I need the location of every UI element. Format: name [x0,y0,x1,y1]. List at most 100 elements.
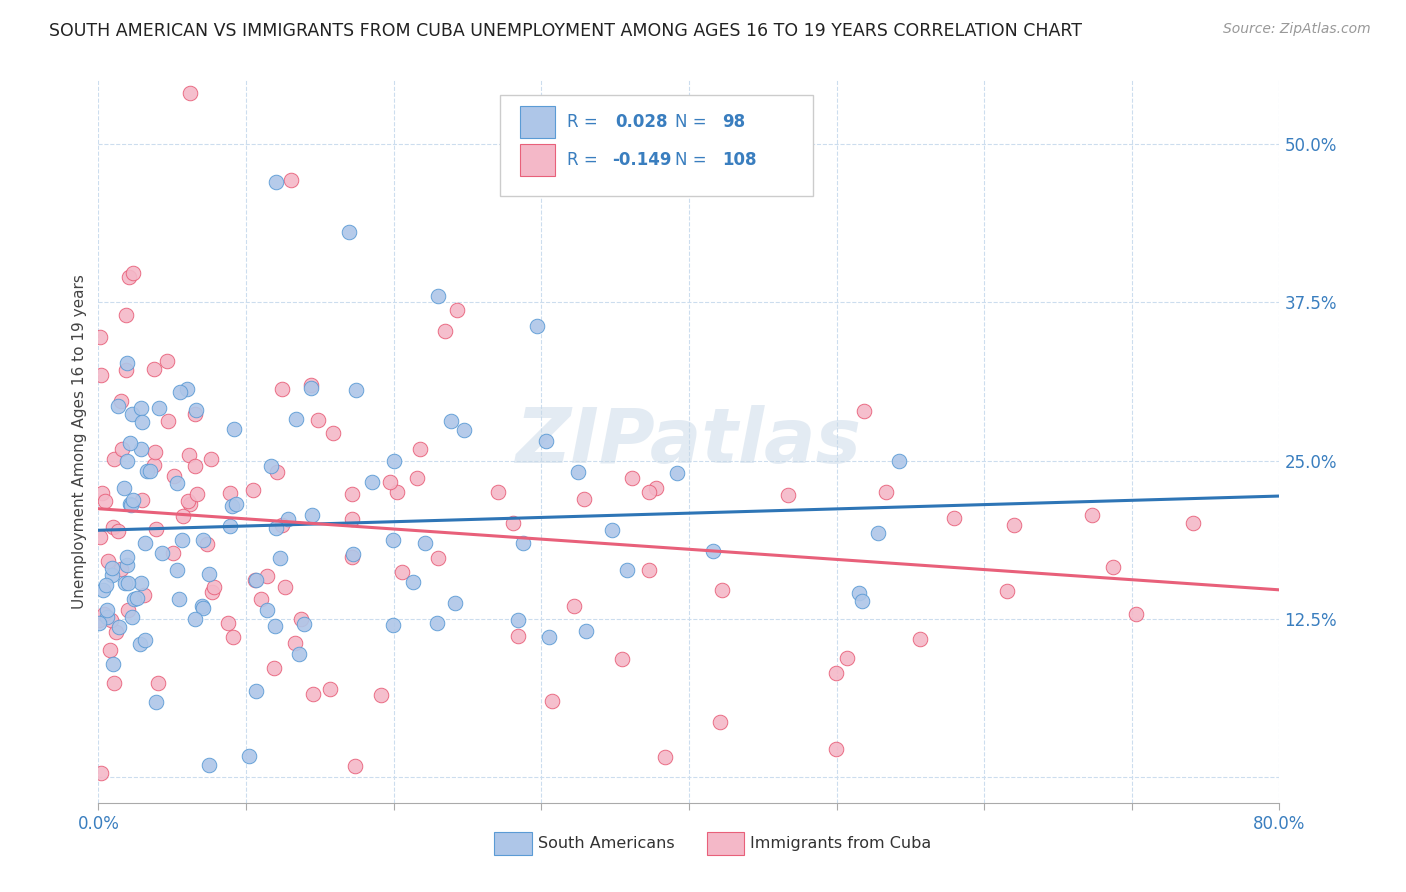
Point [107,400,129,414]
Point [274,581,297,595]
Text: South Americans: South Americans [537,836,675,851]
Point [277,511,299,525]
Point [574,624,596,639]
Point [105,625,128,640]
Point [219,485,242,500]
Point [134,633,156,648]
Text: 108: 108 [723,151,756,169]
Point [100,613,122,627]
Point [1002,517,1025,532]
Point [120,435,142,450]
Point [284,635,307,649]
Point [526,319,548,334]
Point [94,578,117,592]
Point [222,630,245,644]
Point [567,465,589,479]
Point [541,694,564,708]
Point [103,519,125,533]
Point [340,512,363,526]
Point [405,471,427,485]
Point [250,591,273,606]
Point [340,487,363,501]
Point [269,551,291,566]
Point [486,485,509,500]
Point [1182,516,1205,530]
Point [117,269,139,284]
Point [166,563,188,577]
Point [995,583,1018,598]
Point [221,499,243,513]
Point [301,377,323,392]
Point [835,651,858,665]
Point [184,407,207,421]
Point [852,404,875,418]
Point [644,481,666,495]
Point [186,487,208,501]
Point [391,566,413,580]
Point [170,533,193,548]
Point [889,454,911,468]
Point [301,508,323,523]
Point [117,355,139,369]
Point [709,714,731,729]
Text: 98: 98 [723,113,745,131]
Point [245,684,267,698]
Point [1125,607,1147,622]
Point [120,499,142,513]
Text: ZIPatlas: ZIPatlas [516,405,862,478]
Point [93,607,115,622]
Point [385,485,408,500]
Point [502,516,524,531]
Point [319,682,342,697]
Point [117,576,139,591]
Point [562,599,585,614]
Point [378,475,401,490]
Point [115,308,138,322]
Point [162,546,184,560]
Point [851,594,873,608]
Point [1081,508,1104,523]
Point [710,583,733,598]
Point [117,602,139,616]
Point [381,533,404,547]
Point [638,485,661,500]
Point [427,551,450,566]
Point [200,452,222,467]
Point [280,172,302,186]
Point [256,603,278,617]
Point [112,481,135,495]
Point [942,511,965,525]
Point [114,575,136,590]
Point [506,613,529,627]
Point [179,497,201,511]
FancyBboxPatch shape [494,831,531,855]
Point [183,459,205,474]
Point [370,689,392,703]
Text: N =: N = [675,113,711,131]
Point [875,484,897,499]
FancyBboxPatch shape [707,831,744,855]
Point [307,413,329,427]
Point [156,414,179,428]
Point [101,657,124,672]
Point [115,454,138,468]
Point [111,442,134,457]
Point [87,613,110,627]
Point [89,329,111,343]
Point [177,449,200,463]
Point [409,442,432,456]
Point [702,543,724,558]
Point [184,612,207,626]
Point [382,453,405,467]
Point [110,394,132,409]
Point [446,303,468,318]
Point [91,583,114,598]
Point [125,591,148,606]
Point [340,549,363,564]
Point [360,475,382,489]
Point [264,175,287,189]
Point [264,619,287,633]
Text: R =: R = [567,113,603,131]
Point [107,524,129,538]
Point [103,451,125,466]
